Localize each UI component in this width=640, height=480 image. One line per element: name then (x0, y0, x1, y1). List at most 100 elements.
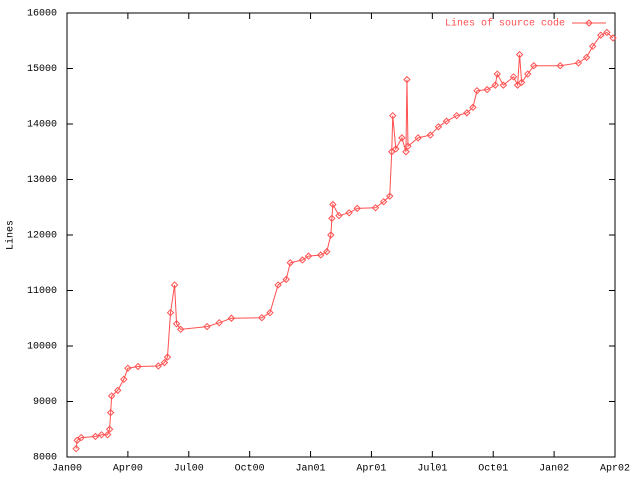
data-point (176, 325, 185, 334)
data-point (574, 59, 583, 67)
x-tick-label: Oct00 (235, 464, 265, 475)
data-point (77, 433, 85, 442)
x-tick-label: Apr00 (113, 464, 143, 475)
data-point (286, 259, 294, 267)
data-point (91, 432, 100, 441)
x-tick-label: Apr01 (356, 464, 386, 475)
data-point (386, 192, 394, 200)
data-line (75, 31, 614, 449)
data-point (298, 256, 307, 264)
data-point (335, 211, 343, 220)
y-tick-label: 8000 (33, 453, 57, 464)
y-tick-label: 14000 (27, 120, 57, 131)
data-point (266, 308, 274, 317)
data-point (160, 358, 169, 367)
data-point (163, 353, 172, 361)
data-point (403, 75, 411, 84)
plot-border (66, 12, 616, 458)
data-point (227, 314, 236, 322)
data-point (588, 42, 597, 51)
data-point (414, 134, 422, 142)
legend-marker (585, 19, 593, 27)
data-point (530, 62, 538, 70)
data-point (388, 148, 396, 156)
data-point (353, 204, 361, 213)
data-point (517, 78, 526, 87)
x-tick-label: Jan00 (52, 464, 82, 475)
data-point (515, 50, 524, 59)
y-tick-label: 9000 (33, 397, 57, 408)
data-point (120, 375, 128, 384)
data-point (215, 318, 223, 327)
data-point (371, 204, 380, 212)
data-point (316, 251, 325, 259)
data-point (513, 81, 522, 89)
data-point (97, 431, 106, 439)
data-point (463, 109, 471, 117)
data-point (603, 28, 611, 37)
data-point (582, 53, 591, 62)
data-point (491, 81, 499, 89)
data-point (106, 408, 115, 417)
data-point (304, 252, 313, 260)
data-point (107, 392, 116, 400)
y-tick-label: 15000 (27, 64, 57, 75)
data-point (597, 31, 605, 39)
data-point (323, 247, 331, 256)
data-point (524, 70, 532, 78)
data-point (282, 275, 290, 284)
x-tick-label: Jul00 (174, 463, 204, 475)
data-point (609, 34, 617, 42)
y-tick-label: 11000 (27, 286, 57, 297)
y-tick-label: 12000 (27, 231, 57, 242)
data-point (493, 70, 501, 78)
y-tick-label: 13000 (27, 175, 57, 186)
data-point (452, 111, 461, 120)
data-point (73, 436, 81, 445)
data-point (327, 231, 335, 239)
data-point (404, 142, 412, 150)
y-tick-label: 16000 (27, 9, 57, 20)
data-point (329, 200, 337, 209)
x-tick-label: Apr02 (600, 464, 630, 475)
data-point (499, 81, 508, 89)
y-tick-label: 10000 (27, 342, 57, 353)
data-point (469, 103, 477, 112)
data-point (345, 209, 353, 217)
data-point (379, 197, 388, 206)
x-tick-label: Jan01 (296, 464, 326, 475)
data-point (114, 386, 122, 395)
x-tick-label: Oct01 (478, 464, 508, 475)
x-tick-label: Jul01 (417, 463, 447, 475)
x-tick-label: Jan02 (539, 464, 569, 475)
data-point (124, 364, 132, 372)
data-point (166, 308, 175, 317)
data-point (134, 362, 142, 371)
data-point (473, 86, 481, 95)
data-point (103, 431, 112, 439)
data-point (509, 73, 518, 81)
y-axis-label: Lines (5, 220, 17, 250)
data-point (483, 85, 491, 94)
data-point (170, 281, 179, 289)
data-point (72, 444, 80, 453)
data-point (105, 425, 114, 433)
data-point (258, 313, 266, 322)
data-point (442, 117, 451, 125)
data-point (556, 62, 564, 70)
data-point (203, 322, 211, 331)
data-point (172, 320, 181, 328)
data-point (426, 131, 435, 139)
data-point (398, 134, 406, 142)
data-point (434, 123, 443, 131)
data-point (154, 362, 163, 370)
data-point (274, 281, 282, 289)
data-point (392, 145, 400, 153)
data-point (389, 111, 397, 120)
legend-label: Lines of source code (445, 18, 565, 30)
data-point (328, 214, 336, 223)
data-point (402, 148, 410, 156)
